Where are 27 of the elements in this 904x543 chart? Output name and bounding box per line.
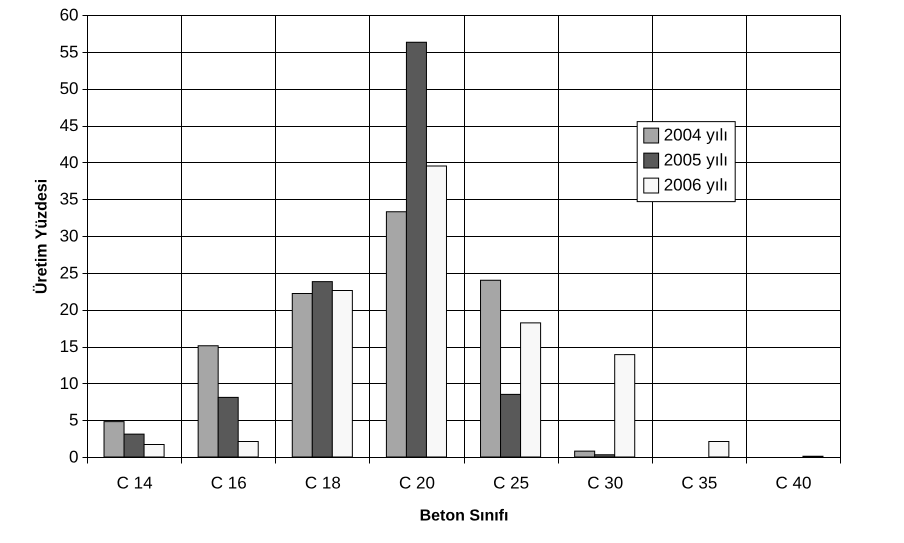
legend-label: 2005 yılı: [664, 150, 728, 170]
bar: [708, 441, 730, 458]
legend-label: 2006 yılı: [664, 176, 728, 195]
y-tick-label: 40: [60, 152, 78, 172]
x-axis-title: Beton Sınıfı: [420, 508, 508, 524]
x-tick-label: C 20: [398, 474, 435, 492]
legend-label: 2004 yılı: [664, 126, 728, 145]
x-tick-label: C 35: [681, 474, 718, 492]
x-tick-label: C 40: [775, 474, 812, 492]
x-tick-label: C 16: [210, 474, 247, 492]
y-tick-label: 20: [60, 300, 78, 320]
y-tick-label: 10: [60, 374, 78, 393]
y-tick-label: 5: [69, 410, 78, 430]
x-tick-label: C 25: [493, 474, 530, 492]
x-tick-label: C 18: [304, 474, 341, 492]
y-tick-label: 0: [69, 448, 78, 466]
y-tick-label: 55: [60, 42, 78, 62]
y-tick-label: 30: [60, 226, 78, 246]
y-tick-label: 50: [60, 79, 78, 98]
y-tick-label: 35: [60, 190, 78, 209]
y-axis-title: Üretim Yüzdesi: [32, 178, 51, 294]
x-tick-label: C 14: [116, 474, 153, 492]
y-tick-label: 25: [60, 263, 78, 282]
y-tick-label: 45: [60, 116, 78, 135]
y-tick-label: 15: [60, 337, 78, 356]
y-tick-label: 60: [60, 6, 78, 24]
x-tick-label: C 30: [587, 474, 624, 492]
